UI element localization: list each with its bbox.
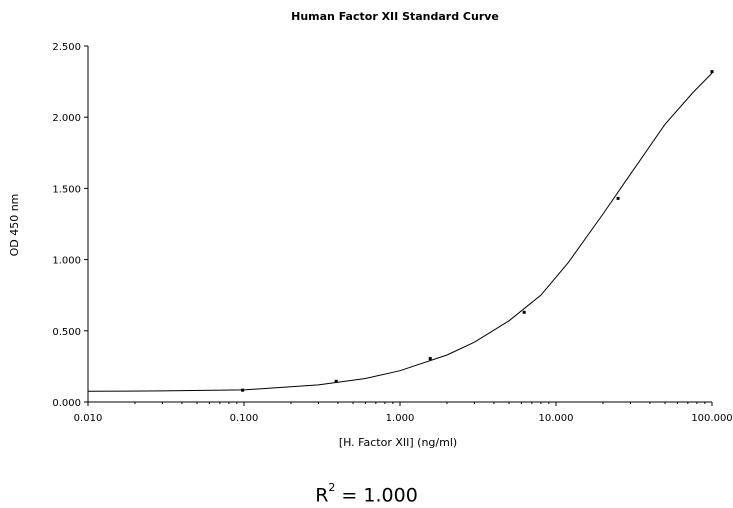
- data-point: [334, 379, 338, 383]
- y-tick-label: 0.500: [52, 327, 81, 338]
- x-axis-label: [H. Factor XII] (ng/ml): [339, 436, 457, 449]
- fit-curve: [87, 72, 713, 392]
- data-point: [241, 388, 245, 392]
- data-point: [616, 196, 620, 200]
- x-tick-label: 1.000: [386, 413, 415, 424]
- y-tick-label: 2.500: [52, 42, 81, 53]
- data-point: [522, 310, 526, 314]
- data-point: [428, 357, 432, 361]
- data-points: [241, 70, 714, 392]
- r2-exponent: 2: [328, 481, 336, 494]
- y-axis-label: OD 450 nm: [8, 194, 21, 257]
- x-tick-label: 10.000: [539, 413, 574, 424]
- r2-value: = 1.000: [335, 484, 418, 507]
- x-tick-label: 0.010: [74, 413, 103, 424]
- chart-title: Human Factor XII Standard Curve: [291, 10, 499, 23]
- y-tick-label: 0.000: [52, 398, 81, 409]
- r-squared-annotation: R2 = 1.000: [0, 480, 733, 506]
- y-tick-label: 1.000: [52, 256, 81, 267]
- y-axis: 0.000 0.500 1.000 1.500 2.000 2.500: [52, 42, 89, 409]
- y-tick-label: 2.000: [52, 113, 81, 124]
- r2-symbol: R: [315, 484, 329, 507]
- x-tick-label: 0.100: [230, 413, 259, 424]
- data-point: [710, 70, 714, 74]
- x-axis: 0.010 0.100 1.000 10.000 100.000: [74, 401, 733, 424]
- x-tick-label: 100.000: [691, 413, 732, 424]
- y-tick-label: 1.500: [52, 184, 81, 195]
